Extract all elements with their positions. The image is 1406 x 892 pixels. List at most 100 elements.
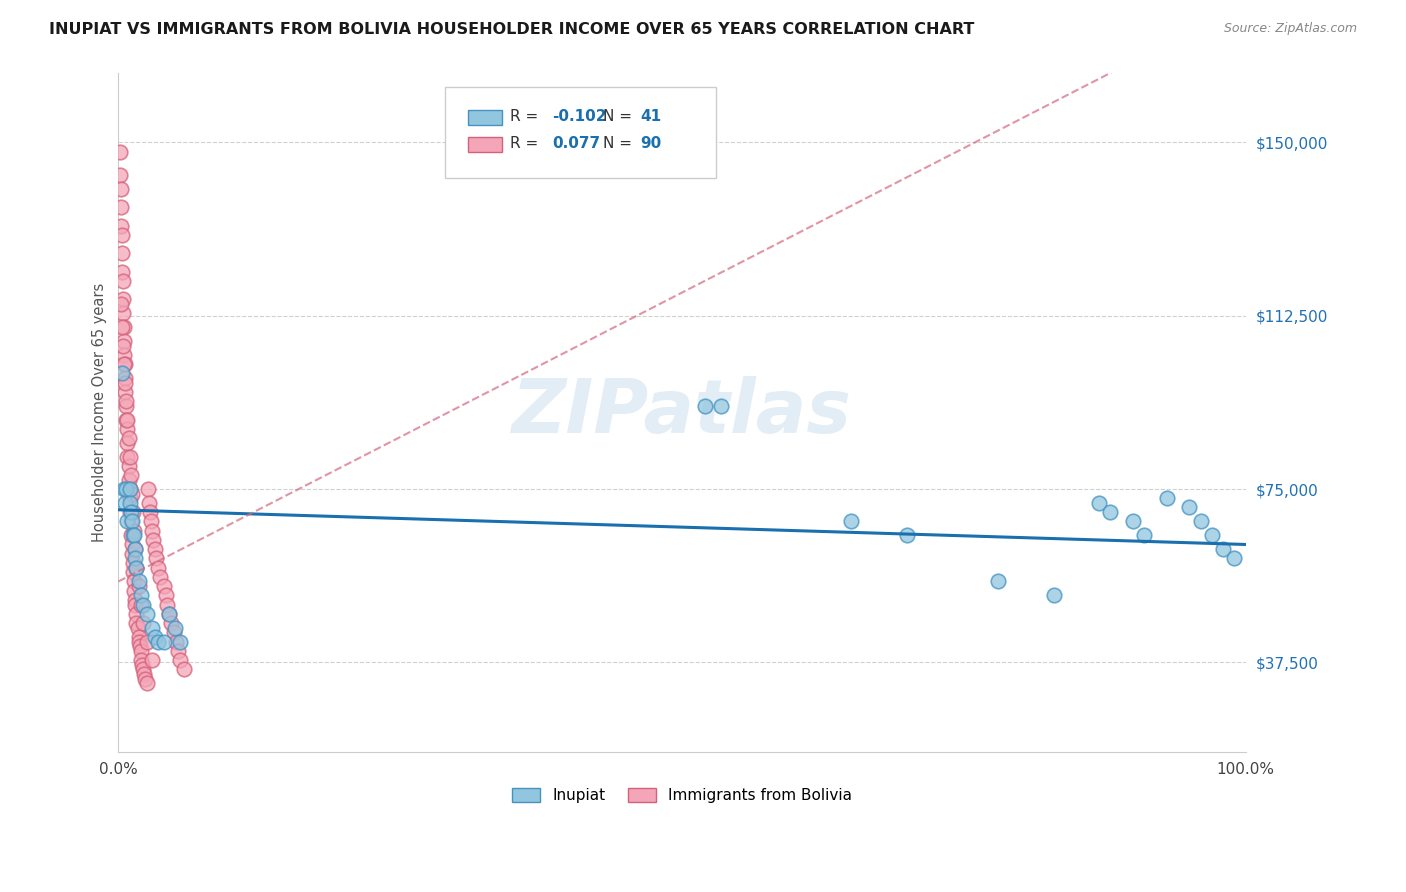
- Point: [1189, 514, 1212, 528]
- Point: [1122, 514, 1144, 528]
- Point: [143, 542, 166, 557]
- Point: [124, 598, 146, 612]
- Point: [129, 644, 152, 658]
- Point: [156, 598, 179, 612]
- Point: [112, 320, 135, 334]
- Point: [134, 672, 156, 686]
- Point: [1201, 528, 1223, 542]
- Point: [129, 653, 152, 667]
- Point: [124, 542, 146, 557]
- Point: [108, 145, 131, 159]
- Point: [143, 630, 166, 644]
- Point: [117, 412, 139, 426]
- Point: [124, 542, 146, 557]
- Point: [141, 653, 163, 667]
- Point: [132, 598, 155, 612]
- Point: [124, 593, 146, 607]
- Text: 90: 90: [640, 136, 662, 151]
- Text: 0.077: 0.077: [553, 136, 600, 151]
- Point: [120, 514, 142, 528]
- Bar: [468, 110, 502, 125]
- Point: [160, 615, 183, 630]
- Point: [110, 219, 132, 233]
- Point: [122, 574, 145, 589]
- Point: [112, 348, 135, 362]
- Point: [1223, 551, 1246, 566]
- Point: [117, 514, 139, 528]
- Point: [114, 496, 136, 510]
- Point: [163, 625, 186, 640]
- Point: [125, 615, 148, 630]
- Point: [167, 644, 190, 658]
- Point: [125, 607, 148, 621]
- Point: [1099, 505, 1122, 519]
- Point: [1178, 500, 1201, 515]
- Point: [121, 547, 143, 561]
- Legend: Inupiat, Immigrants from Bolivia: Inupiat, Immigrants from Bolivia: [506, 782, 858, 809]
- Point: [122, 524, 145, 538]
- Point: [117, 458, 139, 473]
- Point: [149, 570, 172, 584]
- Text: N =: N =: [603, 109, 637, 124]
- Point: [117, 435, 139, 450]
- Text: R =: R =: [509, 136, 543, 151]
- Point: [118, 482, 141, 496]
- Point: [114, 384, 136, 399]
- Point: [111, 306, 134, 320]
- Point: [146, 634, 169, 648]
- Text: N =: N =: [603, 136, 637, 151]
- Point: [121, 537, 143, 551]
- Point: [169, 653, 191, 667]
- Point: [121, 486, 143, 500]
- Point: [125, 560, 148, 574]
- Point: [122, 565, 145, 579]
- Point: [120, 505, 142, 519]
- Point: [146, 560, 169, 574]
- Point: [157, 607, 180, 621]
- Point: [122, 583, 145, 598]
- Point: [111, 227, 134, 242]
- Point: [129, 598, 152, 612]
- Point: [110, 181, 132, 195]
- Point: [710, 399, 733, 413]
- Point: [111, 293, 134, 307]
- Point: [127, 621, 149, 635]
- FancyBboxPatch shape: [446, 87, 716, 178]
- Text: INUPIAT VS IMMIGRANTS FROM BOLIVIA HOUSEHOLDER INCOME OVER 65 YEARS CORRELATION : INUPIAT VS IMMIGRANTS FROM BOLIVIA HOUSE…: [49, 22, 974, 37]
- Point: [112, 357, 135, 371]
- Text: R =: R =: [509, 109, 543, 124]
- Point: [120, 528, 142, 542]
- Point: [111, 274, 134, 288]
- Point: [112, 482, 135, 496]
- Text: -0.102: -0.102: [553, 109, 607, 124]
- Point: [117, 431, 139, 445]
- Point: [115, 412, 138, 426]
- Point: [114, 376, 136, 390]
- Bar: [468, 136, 502, 152]
- Point: [693, 399, 716, 413]
- Point: [110, 200, 132, 214]
- Point: [118, 450, 141, 464]
- Point: [987, 574, 1010, 589]
- Point: [173, 662, 195, 676]
- Point: [118, 496, 141, 510]
- Point: [120, 468, 142, 483]
- Point: [124, 551, 146, 566]
- Point: [132, 615, 155, 630]
- Point: [145, 551, 167, 566]
- Point: [1088, 496, 1111, 510]
- Point: [152, 579, 174, 593]
- Point: [122, 528, 145, 542]
- Point: [118, 505, 141, 519]
- Point: [128, 634, 150, 648]
- Point: [118, 491, 141, 506]
- Point: [114, 371, 136, 385]
- Point: [111, 246, 134, 260]
- Point: [115, 482, 138, 496]
- Point: [128, 579, 150, 593]
- Point: [110, 297, 132, 311]
- Point: [128, 630, 150, 644]
- Point: [155, 588, 177, 602]
- Point: [129, 588, 152, 602]
- Point: [136, 482, 159, 496]
